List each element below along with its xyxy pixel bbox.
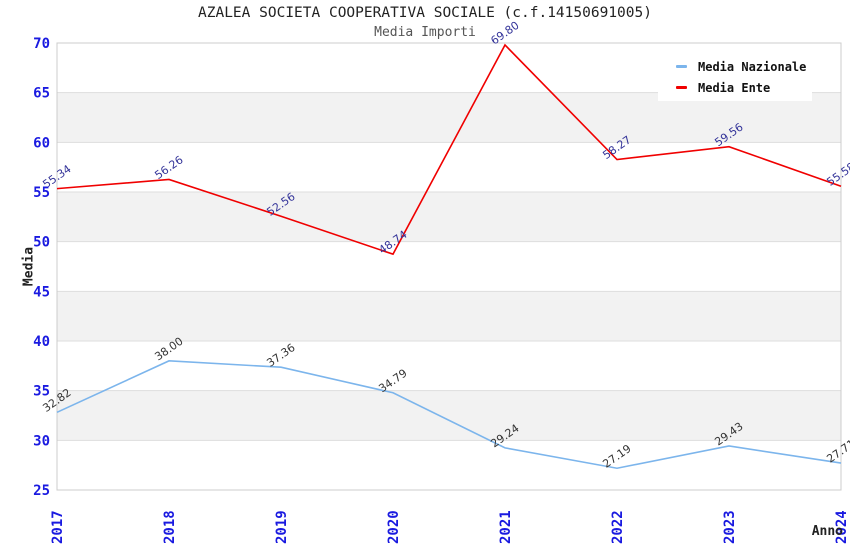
legend-swatch-media-ente <box>676 86 687 89</box>
legend-label-media-ente: Media Ente <box>698 80 771 95</box>
plot-band <box>57 192 841 242</box>
x-tick-label-2021: 2021 <box>498 510 514 544</box>
legend-label-media-nazionale: Media Nazionale <box>698 59 807 74</box>
x-tick-label-2023: 2023 <box>722 510 738 544</box>
legend-item-media-ente: Media Ente <box>658 77 812 98</box>
y-tick-label-65: 65 <box>33 86 50 102</box>
x-tick-label-2022: 2022 <box>610 510 626 544</box>
x-tick-label-2017: 2017 <box>50 510 66 544</box>
data-label-media-nazionale-2024: 27.71 <box>824 437 850 466</box>
y-tick-label-50: 50 <box>33 235 50 251</box>
x-tick-label-2024: 2024 <box>834 510 850 544</box>
y-tick-label-30: 30 <box>33 433 50 449</box>
y-tick-label-45: 45 <box>33 284 50 300</box>
x-tick-label-2019: 2019 <box>274 510 290 544</box>
x-axis-title: Anno <box>811 524 843 539</box>
series-line-media-nazionale <box>56 360 842 470</box>
plot-band <box>57 390 841 441</box>
x-tick-label-2018: 2018 <box>162 510 178 544</box>
legend-swatch-media-nazionale <box>676 65 687 68</box>
data-label-media-nazionale-2019: 37.36 <box>264 341 297 370</box>
legend-item-media-nazionale: Media Nazionale <box>658 56 812 77</box>
y-tick-label-55: 55 <box>33 185 50 201</box>
y-axis-title: Media <box>21 246 37 287</box>
chart-subtitle: Media Importi <box>374 25 476 40</box>
y-tick-label-35: 35 <box>33 384 50 400</box>
x-tick-label-2020: 2020 <box>386 510 402 544</box>
y-tick-label-40: 40 <box>33 334 50 350</box>
y-tick-label-25: 25 <box>33 483 50 499</box>
y-tick-label-70: 70 <box>33 36 50 52</box>
data-label-media-ente-2024: 55.58 <box>824 160 850 189</box>
plot-border <box>56 42 842 491</box>
chart-title: AZALEA SOCIETA COOPERATIVA SOCIALE (c.f.… <box>198 5 652 21</box>
series-line-media-ente <box>56 43 842 256</box>
plot-band <box>57 291 841 341</box>
y-tick-label-60: 60 <box>33 135 50 151</box>
data-label-media-ente-2018: 56.26 <box>152 153 185 182</box>
legend: Media Nazionale Media Ente <box>658 50 812 101</box>
